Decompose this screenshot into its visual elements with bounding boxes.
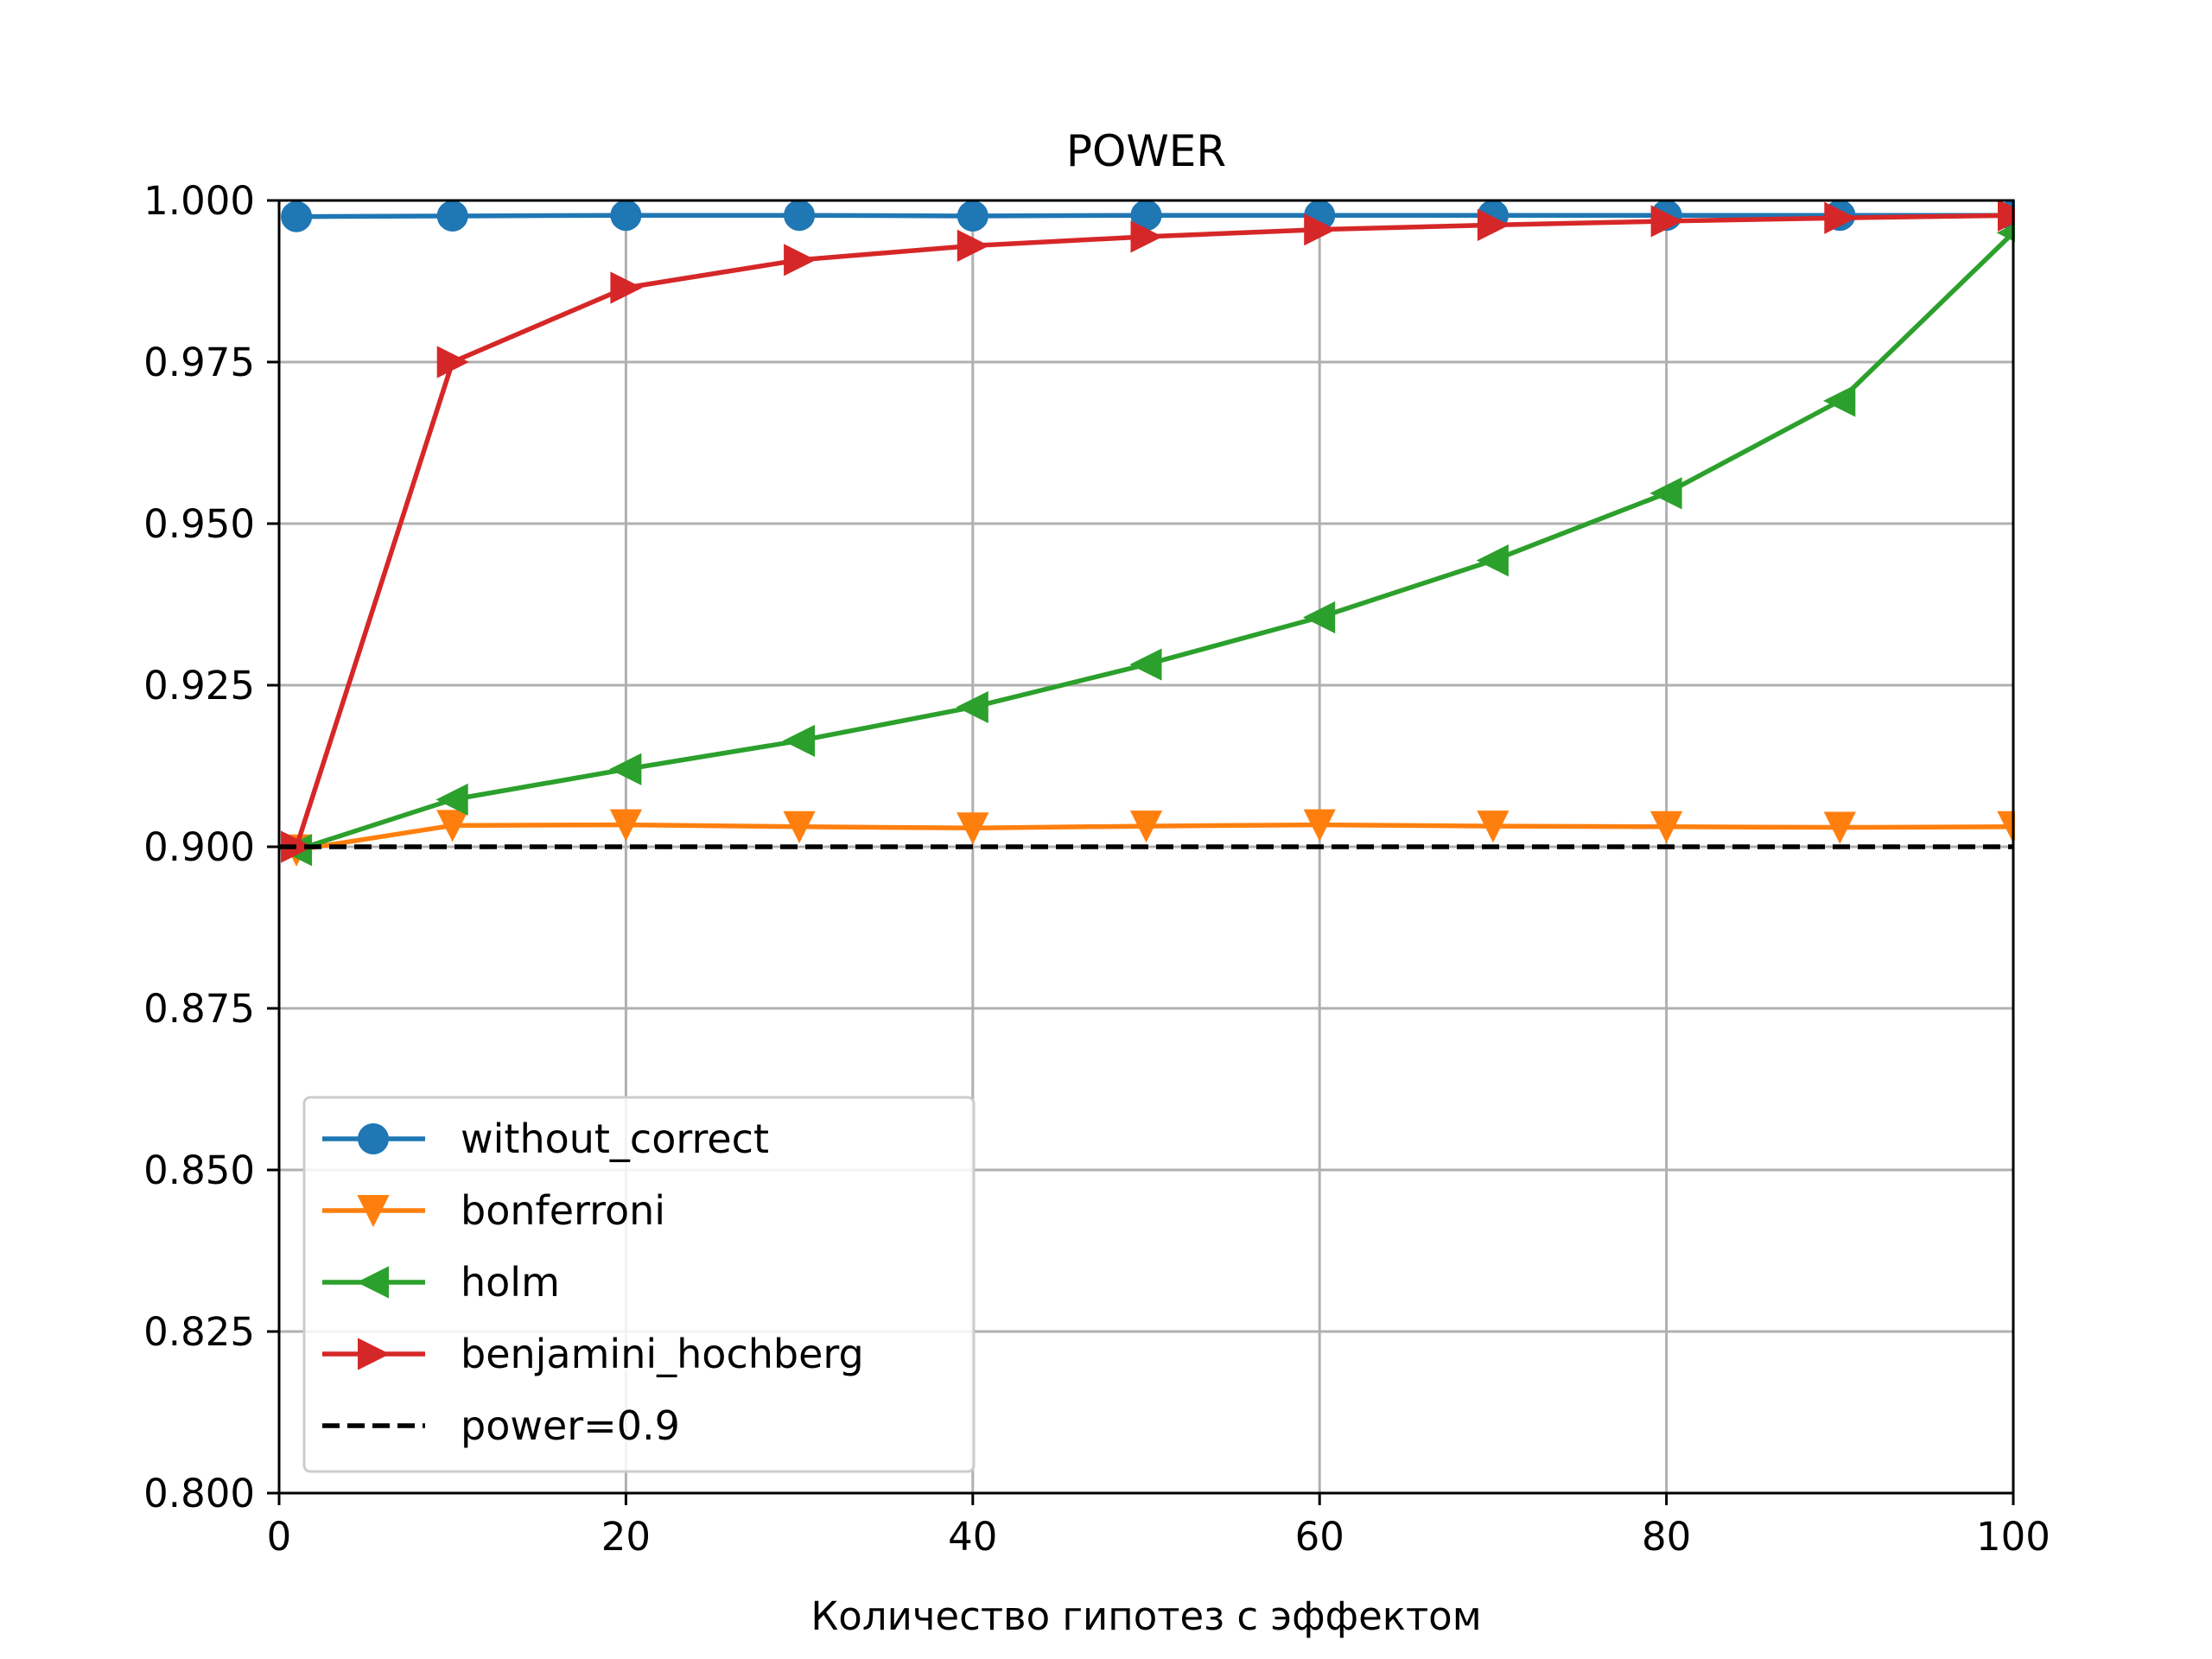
y-tick-label: 1.000 [143, 178, 255, 224]
bonferroni-point [783, 810, 816, 844]
legend-item: bonferroni [322, 1187, 665, 1234]
bonferroni-point [1477, 810, 1510, 843]
x-tick-label: 100 [1976, 1514, 2050, 1560]
legend-swatch-marker [358, 1338, 391, 1370]
benjamini-hochberg-point [1824, 201, 1857, 234]
holm-point [1129, 648, 1162, 681]
without-correct-point [436, 200, 468, 232]
holm-point [1476, 544, 1509, 577]
bonferroni-point [957, 812, 989, 845]
benjamini-hochberg-point [957, 229, 990, 262]
bonferroni-point [609, 809, 643, 842]
without-correct-point [610, 200, 642, 232]
y-tick-label: 0.925 [143, 663, 255, 709]
legend: without_correct bonferroni holm benjamini_h… [302, 1096, 976, 1473]
without-correct-point [784, 200, 816, 232]
legend-label: holm [461, 1259, 560, 1306]
y-tick-label: 0.875 [143, 986, 255, 1032]
holm-point [956, 690, 988, 724]
y-tick-label: 0.850 [143, 1147, 255, 1193]
benjamini-hochberg-point [1304, 213, 1337, 246]
benjamini-hochberg-point [610, 271, 643, 304]
legend-swatch-marker [357, 1195, 390, 1228]
legend-label: bonferroni [461, 1187, 665, 1234]
bonferroni-point [436, 810, 469, 842]
x-tick-label: 60 [1295, 1514, 1344, 1560]
benjamini-hochberg-point [784, 244, 817, 276]
benjamini-hochberg-point [1650, 205, 1683, 238]
bonferroni-point [1823, 811, 1856, 844]
legend-box [302, 1096, 976, 1473]
tick-marks: 0 20 40 60 80 100 0.800 0.825 0.850 0.875 0.900 0.9… [143, 178, 2050, 1560]
x-tick-label: 40 [948, 1514, 997, 1560]
legend-label: power=0.9 [461, 1402, 680, 1449]
holm-point [1823, 385, 1856, 417]
legend-item: without_correct [322, 1116, 769, 1162]
without-correct-point [957, 200, 988, 232]
x-tick-label: 0 [267, 1514, 292, 1560]
legend-item: holm [322, 1259, 560, 1306]
legend-label: benjamini_hochberg [461, 1331, 864, 1377]
holm-point [1649, 477, 1682, 510]
legend-swatch-marker [356, 1266, 389, 1299]
series-holm [279, 223, 2015, 867]
holm-point [782, 724, 816, 757]
chart-title: POWER [1066, 126, 1226, 176]
y-tick-label: 0.800 [143, 1471, 255, 1516]
benjamini-hochberg-point [1477, 208, 1510, 242]
bonferroni-point [1303, 809, 1336, 842]
legend-item: power=0.9 [322, 1402, 680, 1449]
without-correct-point [281, 200, 313, 232]
x-tick-label: 80 [1642, 1514, 1691, 1560]
y-tick-label: 0.825 [143, 1309, 255, 1355]
benjamini-hochberg-point [1130, 220, 1163, 253]
series-benjamini-hochberg [281, 199, 2015, 863]
y-tick-label: 0.900 [143, 824, 255, 870]
x-axis-label: Количество гипотез с эффектом [810, 1593, 1481, 1639]
legend-label: without_correct [461, 1116, 769, 1162]
bonferroni-point [1129, 810, 1163, 843]
holm-point [609, 753, 642, 785]
holm-point [435, 783, 468, 817]
y-tick-label: 0.950 [143, 501, 255, 547]
holm-point [1302, 601, 1336, 634]
legend-item: benjamini_hochberg [322, 1331, 864, 1377]
benjamini-hochberg-point [436, 346, 469, 378]
y-tick-label: 0.975 [143, 340, 255, 385]
legend-swatch-marker [358, 1123, 389, 1154]
bonferroni-point [1649, 810, 1683, 844]
x-tick-label: 20 [601, 1514, 651, 1560]
